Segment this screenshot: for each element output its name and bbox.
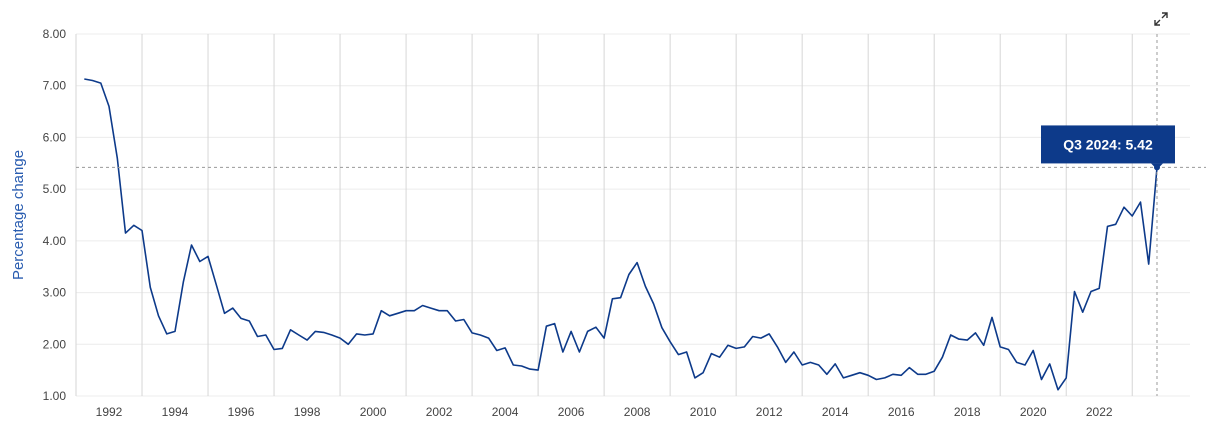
x-tick-label: 2012 bbox=[756, 405, 783, 419]
x-tick-label: 1994 bbox=[162, 405, 189, 419]
y-tick-label: 2.00 bbox=[43, 337, 67, 351]
x-tick-label: 2006 bbox=[558, 405, 585, 419]
axes: 1.00 2.00 3.00 4.00 5.00 6.00 7.00 8.00 1992 1994… bbox=[43, 27, 1113, 419]
y-tick-label: 3.00 bbox=[43, 286, 67, 300]
x-tick-label: 2022 bbox=[1086, 405, 1113, 419]
expand-arrows-icon[interactable] bbox=[1152, 10, 1170, 28]
grid bbox=[75, 33, 1190, 397]
x-tick-label: 2014 bbox=[822, 405, 849, 419]
x-tick-label: 1996 bbox=[228, 405, 255, 419]
x-tick-label: 2004 bbox=[492, 405, 519, 419]
tooltip-label: Q3 2024: 5.42 bbox=[1063, 136, 1153, 152]
tooltip-pointer bbox=[1150, 163, 1163, 170]
tooltip: Q3 2024: 5.42 bbox=[1040, 125, 1175, 170]
tooltip-box bbox=[1040, 125, 1175, 164]
x-tick-label: 2010 bbox=[690, 405, 717, 419]
y-tick-label: 5.00 bbox=[43, 182, 67, 196]
x-tick-label: 1998 bbox=[294, 405, 321, 419]
y-tick-label: 4.00 bbox=[43, 234, 67, 248]
y-tick-label: 7.00 bbox=[43, 79, 67, 93]
x-tick-label: 2008 bbox=[624, 405, 651, 419]
crosshair bbox=[76, 34, 1206, 396]
x-tick-label: 2000 bbox=[360, 405, 387, 419]
x-tick-label: 2020 bbox=[1020, 405, 1047, 419]
y-tick-label: 1.00 bbox=[43, 389, 67, 403]
series bbox=[84, 78, 1158, 391]
series-line[interactable] bbox=[84, 78, 1158, 391]
x-tick-label: 2002 bbox=[426, 405, 453, 419]
y-tick-label: 6.00 bbox=[43, 130, 67, 144]
y-tick-label: 8.00 bbox=[43, 27, 67, 41]
x-tick-label: 2018 bbox=[954, 405, 981, 419]
y-axis-label: Percentage change bbox=[10, 150, 27, 280]
x-tick-label: 2016 bbox=[888, 405, 915, 419]
x-tick-label: 1992 bbox=[96, 405, 123, 419]
